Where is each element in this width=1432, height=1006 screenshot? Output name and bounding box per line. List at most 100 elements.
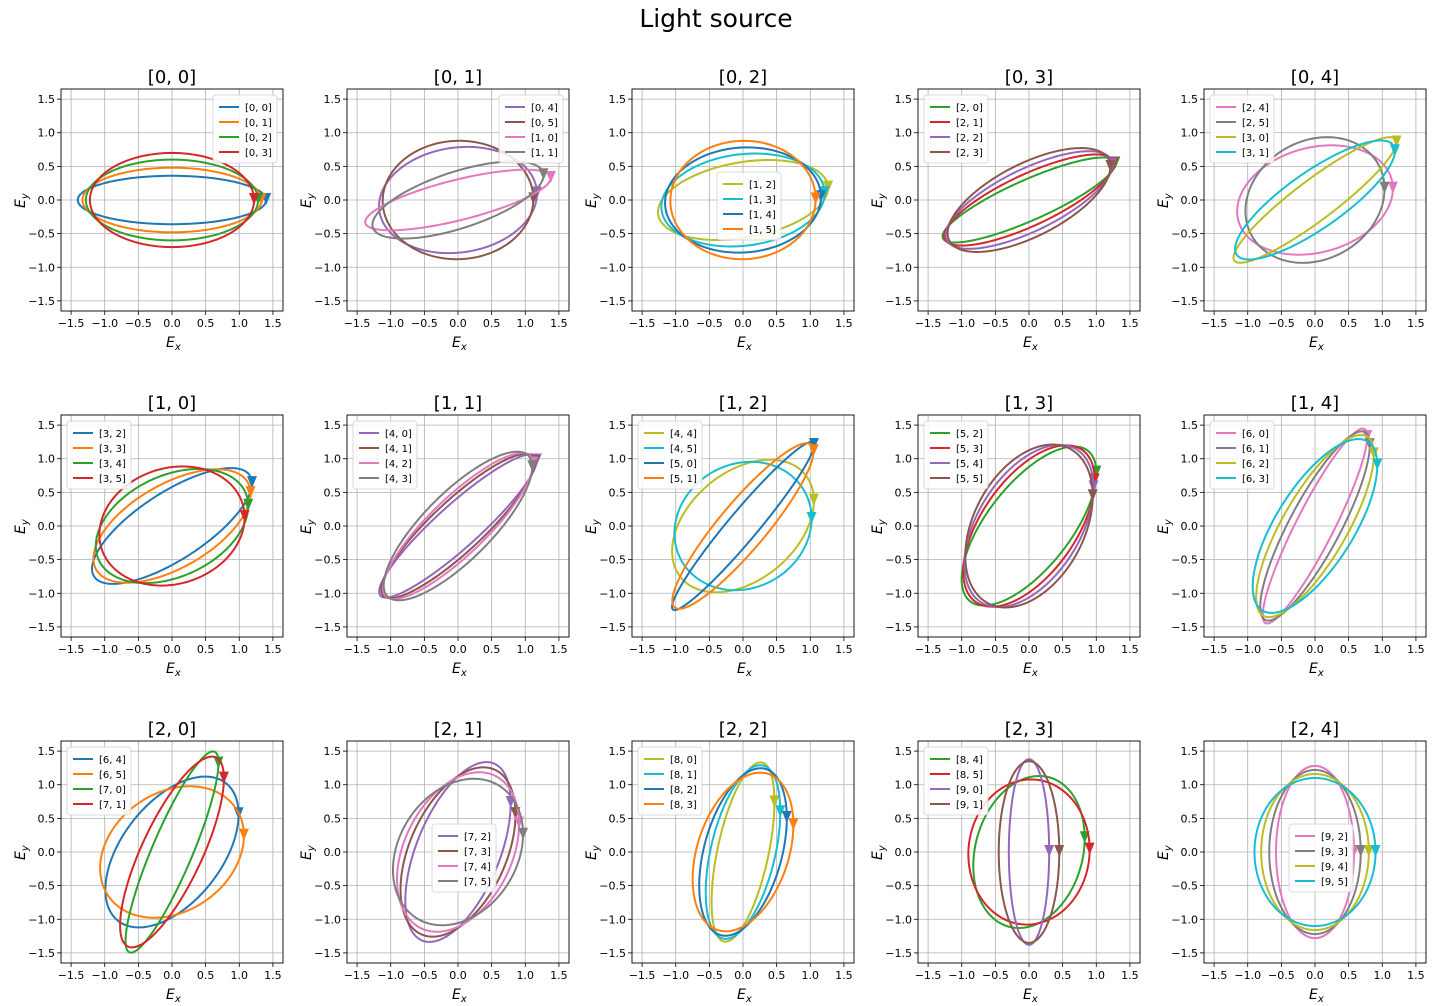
x-tick-label: 0.5: [197, 643, 215, 656]
legend-label: [2, 5]: [1242, 118, 1269, 129]
subplot-title: [0, 4]: [1291, 67, 1339, 88]
subplot-title: [1, 1]: [434, 393, 482, 414]
x-tick-label: −0.5: [696, 969, 723, 982]
legend: [1, 2] [1, 3] [1, 4] [1, 5]: [716, 171, 782, 241]
y-tick-label: 1.0: [38, 779, 56, 792]
legend-label: [4, 5]: [670, 444, 697, 455]
y-tick-label: −0.5: [1171, 554, 1198, 567]
y-tick-label: −1.0: [885, 913, 912, 926]
x-tick-label: 1.5: [835, 643, 853, 656]
series-line: [378, 453, 538, 599]
direction-arrow: [218, 771, 229, 784]
series-line: [1268, 768, 1362, 936]
x-tick-label: −1.5: [1201, 643, 1228, 656]
x-tick-label: −0.5: [1268, 969, 1295, 982]
x-tick-label: 0.5: [483, 643, 501, 656]
x-tick-label: −1.0: [377, 643, 404, 656]
legend-label: [3, 5]: [99, 474, 126, 485]
series-line: [962, 444, 1096, 608]
y-tick-label: 0.5: [324, 486, 342, 499]
x-tick-label: 0.0: [449, 317, 467, 330]
x-tick-label: −0.5: [982, 643, 1009, 656]
x-tick-label: 1.0: [231, 643, 249, 656]
subplot: −1.5 −1.0 −0.5 0.0 0.5 1.0 1.5 −1.5 −1.0 −0.5 0.0 0…: [299, 67, 570, 353]
x-axis-label: Ex: [452, 335, 467, 353]
y-tick-label: 0.5: [1181, 486, 1199, 499]
y-tick-label: 1.5: [609, 419, 627, 432]
direction-arrow: [1372, 458, 1383, 471]
x-axis-label: Ex: [452, 661, 467, 679]
subplot: −1.5 −1.0 −0.5 0.0 0.5 1.0 1.5 −1.5 −1.0 −0.5 0.0 0…: [1156, 67, 1427, 353]
x-tick-label: 1.0: [517, 317, 535, 330]
y-tick-label: 0.5: [609, 486, 627, 499]
subplot: −1.5 −1.0 −0.5 0.0 0.5 1.0 1.5 −1.5 −1.0 −0.5 0.0 0…: [13, 67, 284, 353]
legend-label: [2, 3]: [956, 148, 983, 159]
direction-arrow: [1391, 135, 1402, 148]
plot-frame: [346, 740, 570, 964]
legend-label: [0, 2]: [245, 133, 272, 144]
y-axis-label: Ey: [584, 192, 602, 208]
x-tick-label: 0.5: [483, 969, 501, 982]
x-tick-label: −1.5: [344, 969, 371, 982]
legend-label: [6, 1]: [1242, 444, 1269, 455]
x-tick-label: 1.5: [550, 317, 568, 330]
subplot-title: [1, 4]: [1291, 393, 1339, 414]
y-tick-label: 1.0: [895, 779, 913, 792]
series-line: [941, 156, 1117, 244]
x-tick-label: −1.5: [58, 969, 85, 982]
legend-label: [0, 5]: [531, 118, 558, 129]
subplot: −1.5 −1.0 −0.5 0.0 0.5 1.0 1.5 −1.5 −1.0 −0.5 0.0 0…: [13, 719, 284, 1005]
y-tick-label: 0.0: [324, 520, 342, 533]
series-line: [84, 158, 260, 242]
x-tick-label: 1.0: [517, 969, 535, 982]
x-tick-label: 0.5: [768, 969, 786, 982]
x-tick-label: 0.5: [1340, 643, 1358, 656]
series-line: [91, 467, 253, 585]
y-tick-label: 1.5: [324, 745, 342, 758]
x-tick-label: −0.5: [411, 643, 438, 656]
y-tick-label: 1.5: [324, 93, 342, 106]
x-tick-label: 1.5: [835, 969, 853, 982]
x-tick-label: −0.5: [411, 317, 438, 330]
x-axis-label: Ex: [166, 335, 181, 353]
y-tick-label: 0.5: [1181, 160, 1199, 173]
direction-arrow: [781, 810, 792, 823]
legend-label: [1, 4]: [749, 210, 776, 221]
y-tick-label: −1.5: [885, 621, 912, 634]
x-tick-label: −1.5: [58, 317, 85, 330]
x-tick-label: −1.5: [629, 317, 656, 330]
x-tick-label: 0.5: [1054, 317, 1072, 330]
legend-label: [7, 5]: [464, 877, 491, 888]
y-axis-label: Ey: [1156, 844, 1174, 860]
y-tick-label: 1.0: [1181, 453, 1199, 466]
y-tick-label: 1.0: [324, 779, 342, 792]
x-tick-label: −1.5: [58, 643, 85, 656]
y-tick-label: −1.0: [599, 913, 626, 926]
x-tick-label: −1.0: [91, 969, 118, 982]
series-line: [119, 755, 225, 949]
y-tick-label: −0.5: [599, 554, 626, 567]
x-tick-label: −1.0: [377, 969, 404, 982]
y-axis-label: Ey: [870, 192, 888, 208]
series-line: [660, 152, 826, 248]
x-tick-label: 1.0: [1088, 643, 1106, 656]
series-line: [124, 750, 220, 954]
legend-label: [1, 0]: [531, 133, 558, 144]
x-tick-label: −1.0: [91, 317, 118, 330]
y-tick-label: 1.5: [895, 93, 913, 106]
legend-label: [9, 2]: [1321, 832, 1348, 843]
series-line: [391, 777, 525, 927]
series-line: [972, 774, 1086, 930]
x-tick-label: 0.0: [163, 317, 181, 330]
legend: [5, 2] [5, 3] [5, 4] [5, 5]: [923, 420, 989, 490]
legend-label: [8, 0]: [670, 755, 697, 766]
direction-arrow: [538, 168, 549, 181]
y-tick-label: 1.0: [38, 127, 56, 140]
legend-box: [923, 420, 989, 490]
legend: [8, 0] [8, 1] [8, 2] [8, 3]: [637, 746, 703, 816]
legend-label: [6, 0]: [1242, 429, 1269, 440]
direction-arrow: [243, 498, 254, 511]
x-axis-label: Ex: [1309, 661, 1324, 679]
direction-arrow: [518, 827, 529, 840]
legend-label: [1, 5]: [749, 225, 776, 236]
